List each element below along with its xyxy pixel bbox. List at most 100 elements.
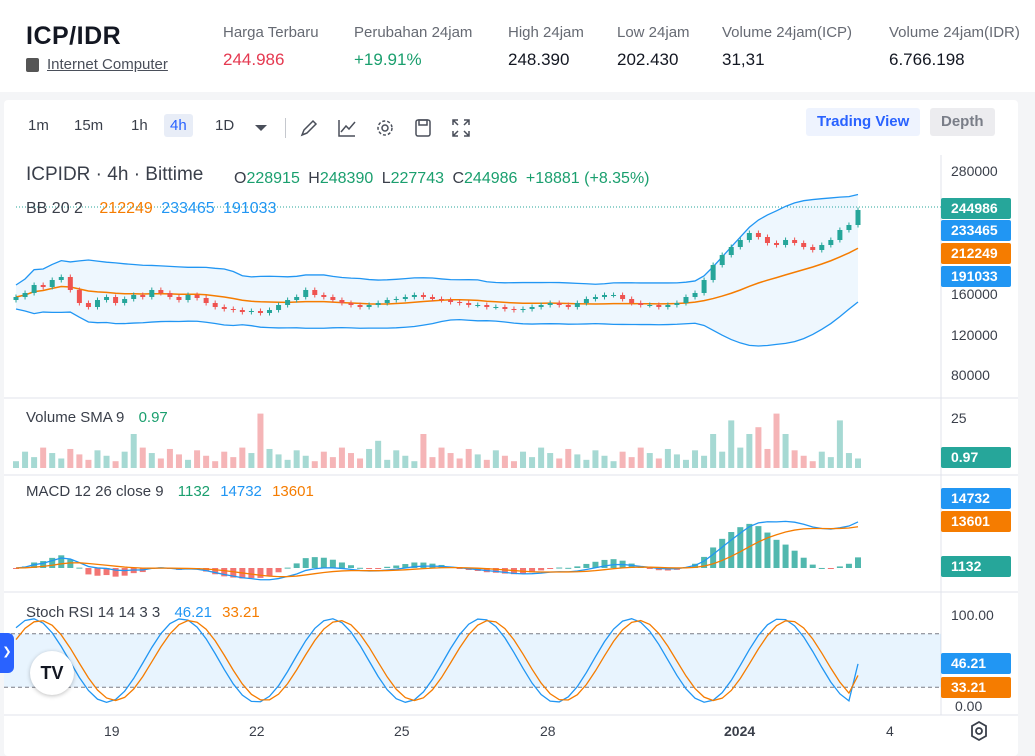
volume-bar — [103, 455, 110, 468]
stat-label: Low 24jam — [617, 24, 690, 41]
volume-bar — [31, 457, 38, 468]
volume-bar — [583, 459, 590, 468]
coin-name[interactable]: Internet Computer — [47, 56, 168, 73]
price-badge: 244986 — [941, 198, 1011, 219]
chevron-down-icon[interactable] — [250, 117, 272, 139]
save-icon[interactable] — [412, 117, 434, 139]
line-chart-icon[interactable] — [336, 117, 358, 139]
candle — [846, 225, 852, 230]
volume-bar — [619, 451, 626, 468]
open-value: 228915 — [246, 170, 300, 187]
macd-histogram-bar — [782, 544, 789, 568]
candle — [31, 285, 37, 293]
volume-bar — [347, 453, 354, 468]
candle — [339, 300, 345, 303]
time-tick: 19 — [104, 723, 120, 739]
candle — [248, 311, 254, 312]
stat-value: 202.430 — [617, 50, 679, 69]
candle — [719, 255, 725, 265]
candle — [212, 303, 218, 307]
candle — [647, 305, 653, 306]
candle — [783, 240, 789, 245]
volume-bar — [257, 413, 264, 468]
macd-histogram-bar — [501, 568, 508, 574]
volume-bar — [447, 453, 454, 468]
timeframe-4h[interactable]: 4h — [164, 114, 193, 137]
macd-histogram-bar — [610, 559, 617, 568]
volume-bar — [746, 434, 753, 468]
candle — [755, 233, 761, 237]
tradingview-logo[interactable]: TV — [30, 651, 74, 695]
volume-bar — [230, 457, 237, 468]
candle — [239, 310, 245, 312]
price-tick: 80000 — [951, 367, 990, 383]
candle — [321, 295, 327, 297]
candle — [122, 299, 128, 303]
volume-bar — [836, 420, 843, 468]
volume-bar — [773, 413, 780, 468]
volume-bar — [239, 447, 246, 468]
candle — [366, 305, 372, 307]
pencil-icon[interactable] — [298, 117, 320, 139]
stoch-k-line — [15, 618, 859, 704]
candle — [737, 240, 743, 247]
volume-bar — [329, 457, 336, 468]
macd-badge: 14732 — [941, 488, 1011, 509]
stoch-d-line — [15, 619, 859, 702]
volume-bar — [293, 450, 300, 468]
volume-bar — [384, 459, 391, 468]
candle — [176, 297, 182, 300]
macd-histogram-bar — [320, 557, 327, 568]
macd-signal-value: 13601 — [272, 483, 314, 500]
macd-histogram-bar — [728, 532, 735, 568]
macd-histogram-bar — [13, 568, 19, 569]
candle — [149, 290, 155, 297]
macd-histogram-bar — [836, 566, 843, 568]
volume-bar — [655, 458, 662, 468]
timeframe-1m[interactable]: 1m — [28, 117, 49, 134]
macd-histogram-bar — [94, 568, 101, 576]
candle — [710, 265, 716, 280]
bb-upper-line — [15, 193, 859, 286]
volume-bar — [782, 434, 789, 468]
candle — [764, 237, 770, 243]
candle — [502, 307, 508, 309]
macd-histogram-bar — [574, 566, 581, 568]
macd-histogram-bar — [492, 568, 499, 573]
trading-view-button[interactable]: Trading View — [806, 108, 921, 136]
fullscreen-icon[interactable] — [450, 117, 472, 139]
macd-histogram-bar — [737, 527, 744, 568]
stoch-tick-bottom: 0.00 — [955, 698, 983, 714]
volume-bar — [284, 459, 291, 468]
stoch-d-badge: 33.21 — [941, 677, 1011, 698]
candle — [484, 305, 490, 307]
stoch-d-value: 33.21 — [222, 604, 260, 621]
settings-icon[interactable] — [968, 720, 990, 742]
gear-icon[interactable] — [374, 117, 396, 139]
volume-bar — [94, 450, 101, 468]
stat-value: 6.766.198 — [889, 50, 965, 69]
toolbar-divider — [285, 118, 286, 138]
expand-sidebar-handle[interactable]: ❯ — [0, 633, 14, 673]
candle — [393, 299, 399, 300]
volume-bar — [13, 461, 19, 468]
volume-bar — [85, 459, 92, 468]
volume-bar — [266, 448, 273, 468]
macd-histogram-bar — [592, 561, 599, 568]
candle — [529, 307, 535, 309]
candle — [330, 297, 336, 300]
volume-bar — [673, 454, 680, 468]
volume-bar — [701, 455, 708, 468]
stat-volume-idr: Volume 24jam(IDR) 6.766.198 — [889, 24, 1020, 70]
timeframe-15m[interactable]: 15m — [74, 117, 104, 134]
low-value: 227743 — [390, 170, 444, 187]
volume-bar — [809, 461, 816, 468]
depth-button[interactable]: Depth — [930, 108, 995, 136]
candle — [185, 295, 191, 300]
coin-link[interactable]: Internet Computer — [26, 56, 168, 73]
timeframe-1h[interactable]: 1h — [131, 117, 148, 134]
stoch-k-badge: 46.21 — [941, 653, 1011, 674]
timeframe-1d[interactable]: 1D — [215, 117, 235, 134]
price-tick: 280000 — [951, 163, 998, 179]
